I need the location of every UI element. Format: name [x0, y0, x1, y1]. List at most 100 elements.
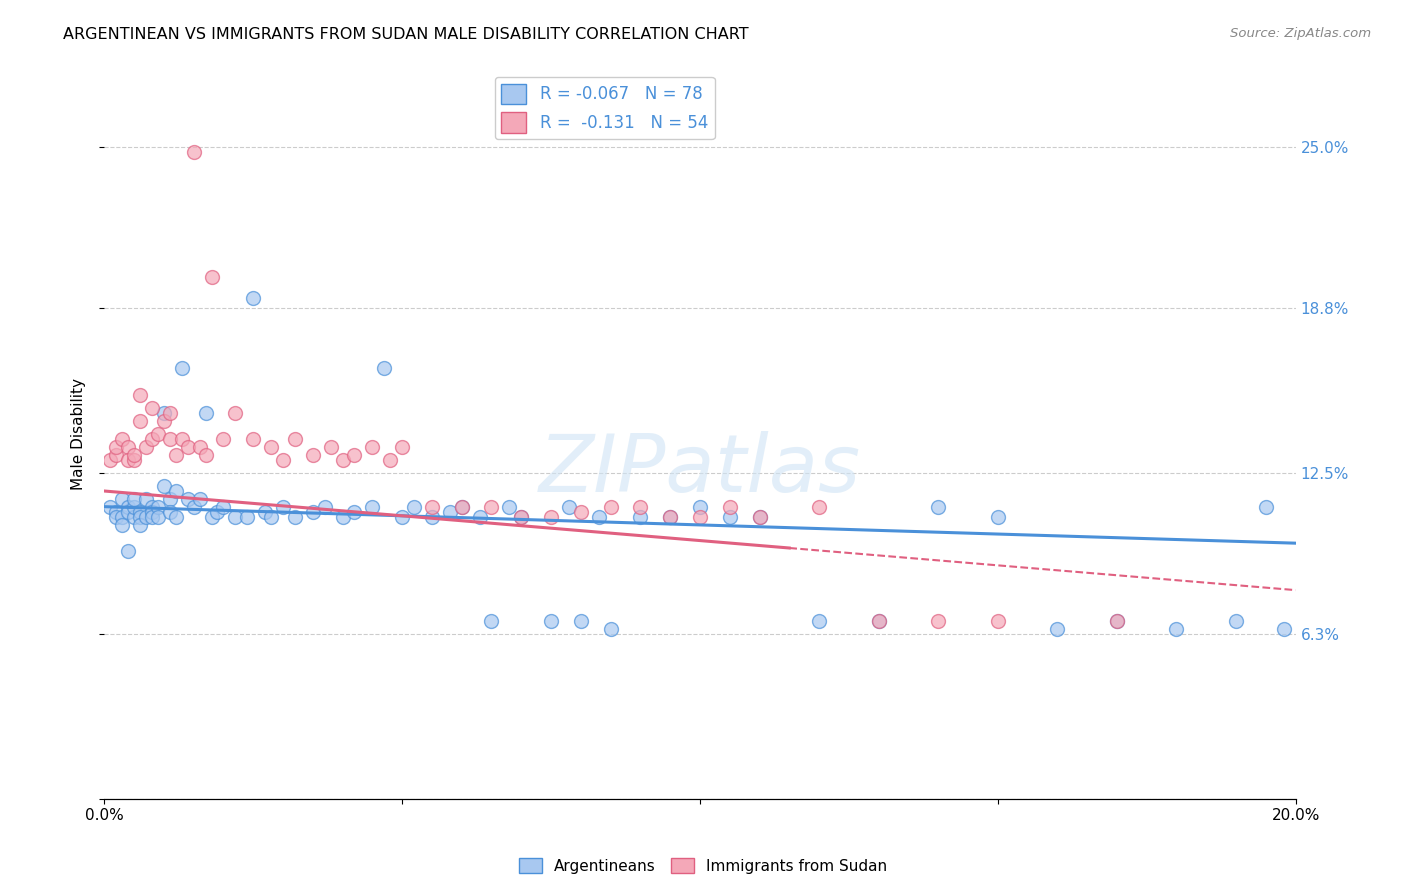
Point — [105, 505, 128, 519]
Point — [659, 510, 682, 524]
Point — [271, 452, 294, 467]
Point — [868, 615, 890, 629]
Point — [450, 500, 472, 514]
Point — [146, 426, 169, 441]
Text: ARGENTINEAN VS IMMIGRANTS FROM SUDAN MALE DISABILITY CORRELATION CHART: ARGENTINEAN VS IMMIGRANTS FROM SUDAN MAL… — [63, 27, 749, 42]
Point — [153, 479, 176, 493]
Point — [373, 361, 395, 376]
Point — [105, 448, 128, 462]
Point — [260, 440, 283, 454]
Point — [159, 406, 181, 420]
Point — [135, 510, 157, 524]
Point — [212, 432, 235, 446]
Point — [141, 510, 163, 524]
Point — [146, 500, 169, 514]
Legend: R = -0.067   N = 78, R =  -0.131   N = 54: R = -0.067 N = 78, R = -0.131 N = 54 — [495, 77, 714, 139]
Text: Source: ZipAtlas.com: Source: ZipAtlas.com — [1230, 27, 1371, 40]
Point — [176, 491, 198, 506]
Point — [1105, 615, 1128, 629]
Point — [141, 500, 163, 514]
Point — [343, 505, 366, 519]
Point — [439, 505, 461, 519]
Point — [284, 432, 307, 446]
Point — [98, 500, 121, 514]
Point — [159, 505, 181, 519]
Point — [361, 440, 384, 454]
Point — [987, 615, 1010, 629]
Point — [111, 510, 134, 524]
Point — [170, 361, 193, 376]
Point — [748, 510, 770, 524]
Point — [927, 615, 949, 629]
Point — [117, 505, 139, 519]
Point — [718, 500, 741, 514]
Point — [628, 510, 651, 524]
Point — [165, 483, 187, 498]
Point — [236, 510, 259, 524]
Point — [122, 500, 145, 514]
Point — [569, 615, 592, 629]
Point — [450, 500, 472, 514]
Point — [194, 448, 217, 462]
Point — [200, 510, 222, 524]
Point — [111, 432, 134, 446]
Point — [361, 500, 384, 514]
Point — [343, 448, 366, 462]
Point — [481, 500, 503, 514]
Point — [146, 510, 169, 524]
Point — [105, 440, 128, 454]
Point — [242, 291, 264, 305]
Point — [135, 491, 157, 506]
Point — [224, 406, 246, 420]
Point — [332, 510, 354, 524]
Point — [105, 510, 128, 524]
Point — [659, 510, 682, 524]
Point — [402, 500, 425, 514]
Point — [117, 544, 139, 558]
Point — [111, 517, 134, 532]
Point — [808, 500, 831, 514]
Point — [1225, 615, 1247, 629]
Point — [170, 432, 193, 446]
Point — [183, 145, 205, 159]
Point — [153, 406, 176, 420]
Point — [540, 510, 562, 524]
Point — [391, 510, 413, 524]
Point — [927, 500, 949, 514]
Point — [868, 615, 890, 629]
Point — [200, 270, 222, 285]
Point — [141, 432, 163, 446]
Point — [224, 510, 246, 524]
Point — [122, 452, 145, 467]
Point — [254, 505, 277, 519]
Point — [135, 440, 157, 454]
Point — [301, 505, 323, 519]
Point — [153, 414, 176, 428]
Point — [111, 491, 134, 506]
Point — [117, 452, 139, 467]
Point — [212, 500, 235, 514]
Point — [628, 500, 651, 514]
Point — [183, 500, 205, 514]
Point — [284, 510, 307, 524]
Point — [1105, 615, 1128, 629]
Point — [314, 500, 336, 514]
Point — [242, 432, 264, 446]
Point — [599, 622, 621, 636]
Point — [129, 387, 152, 401]
Point — [510, 510, 533, 524]
Point — [301, 448, 323, 462]
Point — [129, 517, 152, 532]
Point — [588, 510, 610, 524]
Point — [540, 615, 562, 629]
Point — [332, 452, 354, 467]
Point — [718, 510, 741, 524]
Point — [380, 452, 402, 467]
Point — [468, 510, 491, 524]
Point — [188, 491, 211, 506]
Point — [319, 440, 342, 454]
Text: ZIPatlas: ZIPatlas — [538, 431, 860, 509]
Point — [141, 401, 163, 415]
Point — [689, 510, 711, 524]
Point — [194, 406, 217, 420]
